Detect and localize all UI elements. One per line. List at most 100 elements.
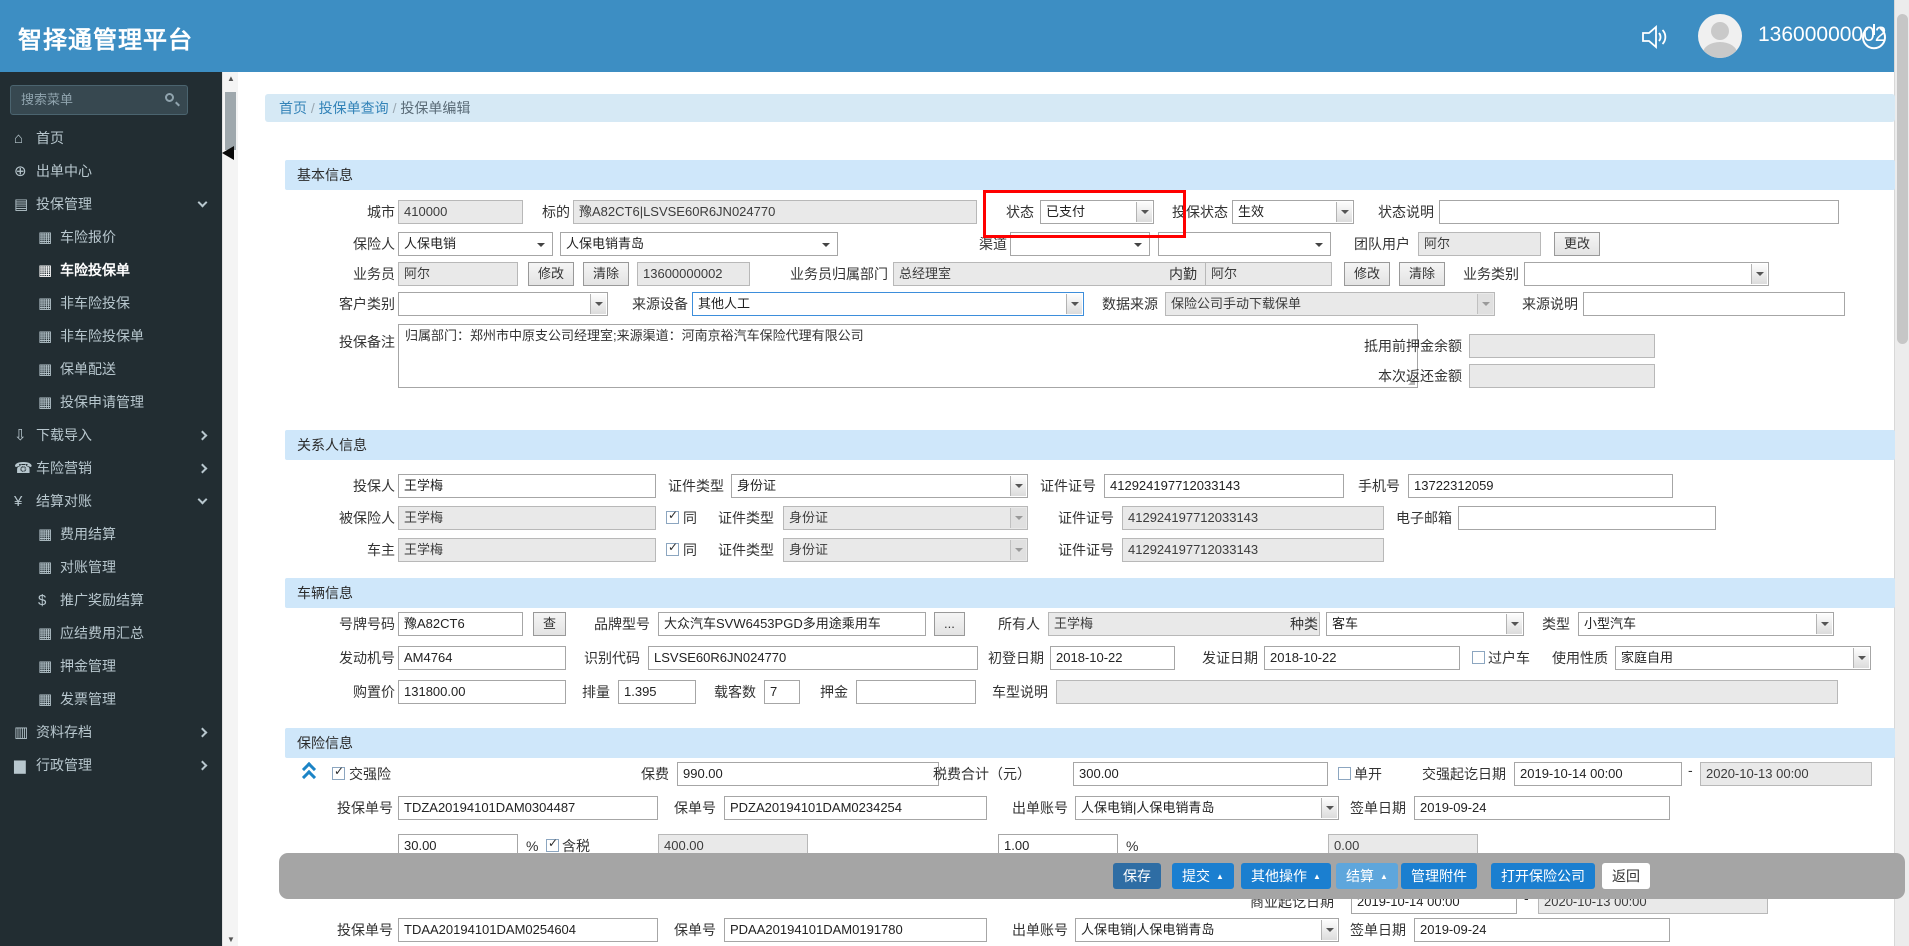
sidebar-item-archive[interactable]: ▥ 资料存档 bbox=[0, 716, 222, 749]
price-field[interactable]: 131800.00 bbox=[398, 680, 566, 704]
tax-field[interactable]: 300.00 bbox=[1073, 762, 1328, 786]
brand-more-button[interactable]: ... bbox=[934, 612, 965, 636]
usage-select[interactable]: 家庭自用 bbox=[1615, 646, 1871, 670]
kind-select[interactable]: 客车 bbox=[1326, 612, 1524, 636]
back-button[interactable]: 返回 bbox=[1602, 863, 1650, 889]
open-insurer-button[interactable]: 打开保险公司 bbox=[1491, 863, 1595, 889]
status-select[interactable]: 已支付 bbox=[1040, 200, 1154, 224]
customer-type-select[interactable] bbox=[398, 292, 608, 316]
salesman-clear-button[interactable]: 清除 bbox=[583, 262, 630, 286]
search-input[interactable]: 搜索菜单 bbox=[10, 85, 188, 115]
sidebar-item-auto-quote[interactable]: ▦ 车险报价 bbox=[0, 221, 222, 254]
sidebar-item-download-import[interactable]: ⇩ 下载导入 bbox=[0, 419, 222, 452]
search-icon[interactable] bbox=[165, 93, 180, 107]
sidebar-item-apply-mgmt[interactable]: ▤ 投保管理 bbox=[0, 188, 222, 221]
comp-start-field[interactable]: 2019-10-14 00:00 bbox=[1514, 762, 1682, 786]
office-modify-button[interactable]: 修改 bbox=[1344, 262, 1391, 286]
vehicle-deposit-field[interactable] bbox=[856, 680, 976, 704]
avatar[interactable] bbox=[1698, 14, 1742, 58]
salesman-modify-button[interactable]: 修改 bbox=[528, 262, 575, 286]
apply-status-select[interactable]: 生效 bbox=[1232, 200, 1354, 224]
page-scrollbar[interactable] bbox=[1894, 0, 1909, 946]
collapse-section-icon[interactable] bbox=[301, 761, 318, 785]
sidebar-item-apply-request[interactable]: ▦ 投保申请管理 bbox=[0, 386, 222, 419]
office-clear-button[interactable]: 清除 bbox=[1399, 262, 1446, 286]
biz-policy-no-field[interactable]: PDAA20194101DAM0191780 bbox=[724, 918, 987, 942]
sidebar-collapse-arrow-icon[interactable] bbox=[222, 146, 234, 160]
first-reg-field[interactable]: 2018-10-22 bbox=[1050, 646, 1175, 670]
sidebar-scrollbar[interactable]: ▲ ▼ bbox=[222, 72, 238, 946]
engine-field[interactable]: AM4764 bbox=[398, 646, 566, 670]
remark-textarea[interactable]: 归属部门：郑州市中原支公司经理室;来源渠道：河南京裕汽车保险代理有限公司 bbox=[398, 324, 1418, 388]
email-field[interactable] bbox=[1458, 506, 1716, 530]
channel-select-2[interactable] bbox=[1158, 232, 1331, 256]
download-icon: ⇩ bbox=[14, 427, 27, 444]
same-as-applicant-checkbox[interactable] bbox=[666, 508, 679, 524]
sidebar-item-promo-reward[interactable]: $ 推广奖励结算 bbox=[0, 584, 222, 617]
account-select[interactable]: 人保电销|人保电销青岛 bbox=[1075, 796, 1339, 820]
breadcrumb-parent[interactable]: 投保单查询 bbox=[318, 100, 389, 116]
power-icon[interactable] bbox=[1860, 22, 1888, 50]
submit-button[interactable]: 提交 bbox=[1172, 863, 1234, 889]
premium-field[interactable]: 990.00 bbox=[677, 762, 939, 786]
transfer-checkbox[interactable] bbox=[1472, 651, 1485, 664]
change-button[interactable]: 更改 bbox=[1554, 232, 1601, 256]
plate-field[interactable]: 豫A82CT6 bbox=[398, 612, 523, 636]
scroll-up-icon[interactable]: ▲ bbox=[227, 74, 235, 83]
displacement-field[interactable]: 1.395 bbox=[618, 680, 696, 704]
issue-date-field[interactable]: 2018-10-22 bbox=[1264, 646, 1460, 670]
comp-policy-no-field[interactable]: PDZA20194101DAM0234254 bbox=[724, 796, 987, 820]
applicant-field[interactable]: 王学梅 bbox=[398, 474, 656, 498]
sidebar-item-invoice-mgmt[interactable]: ▦ 发票管理 bbox=[0, 683, 222, 716]
sidebar-item-auto-apply[interactable]: ▦ 车险投保单 bbox=[0, 254, 222, 287]
mobile-field[interactable]: 13722312059 bbox=[1408, 474, 1673, 498]
status-note-field[interactable] bbox=[1439, 200, 1839, 224]
sidebar-item-fee-settle[interactable]: ▦ 费用结算 bbox=[0, 518, 222, 551]
sidebar-item-issue-center[interactable]: ⊕ 出单中心 bbox=[0, 155, 222, 188]
comp-sign-date-field[interactable]: 2019-09-24 bbox=[1414, 796, 1670, 820]
percent-label: % bbox=[526, 838, 539, 854]
single-issue-checkbox[interactable] bbox=[1338, 767, 1351, 780]
other-operations-button[interactable]: 其他操作 bbox=[1241, 863, 1331, 889]
sidebar-item-nonauto-apply[interactable]: ▦ 非车险投保单 bbox=[0, 320, 222, 353]
insurer-company-select[interactable]: 人保电销 bbox=[398, 232, 553, 256]
sidebar-item-settlement[interactable]: ¥ 结算对账 bbox=[0, 485, 222, 518]
manage-attachments-button[interactable]: 管理附件 bbox=[1401, 863, 1477, 889]
source-device-select[interactable]: 其他人工 bbox=[692, 292, 1084, 316]
sidebar-item-due-fee-summary[interactable]: ▦ 应结费用汇总 bbox=[0, 617, 222, 650]
source-device-label: 来源设备 bbox=[632, 296, 688, 312]
save-button[interactable]: 保存 bbox=[1113, 863, 1161, 889]
biz-sign-date-field[interactable]: 2019-09-24 bbox=[1414, 918, 1670, 942]
vin-field[interactable]: LSVSE60R6JN024770 bbox=[648, 646, 978, 670]
sidebar-item-reconcile[interactable]: ▦ 对账管理 bbox=[0, 551, 222, 584]
plate-query-button[interactable]: 查 bbox=[533, 612, 567, 636]
breadcrumb-home[interactable]: 首页 bbox=[279, 100, 307, 116]
same-as-applicant-checkbox[interactable] bbox=[666, 540, 679, 556]
applicant-id-no-field[interactable]: 412924197712033143 bbox=[1104, 474, 1344, 498]
sidebar-item-nonauto-insure[interactable]: ▦ 非车险投保 bbox=[0, 287, 222, 320]
sidebar-item-admin[interactable]: ▆ 行政管理 bbox=[0, 749, 222, 782]
comp-apply-no-field[interactable]: TDZA20194101DAM0304487 bbox=[398, 796, 658, 820]
scrollbar-thumb[interactable] bbox=[225, 92, 236, 150]
biz-apply-no-field[interactable]: TDAA20194101DAM0254604 bbox=[398, 918, 658, 942]
tax-included-checkbox[interactable] bbox=[546, 836, 559, 852]
insurer-branch-select[interactable]: 人保电销青岛 bbox=[560, 232, 838, 256]
biz-type-select[interactable] bbox=[1524, 262, 1769, 286]
seats-field[interactable]: 7 bbox=[764, 680, 800, 704]
sidebar-item-home[interactable]: ⌂ 首页 bbox=[0, 122, 222, 155]
applicant-id-type-select[interactable]: 身份证 bbox=[731, 474, 1028, 498]
scroll-down-icon[interactable]: ▼ bbox=[227, 935, 235, 944]
user-phone[interactable]: 13600000002 bbox=[1758, 23, 1887, 46]
compulsory-checkbox[interactable] bbox=[332, 764, 345, 780]
sidebar-item-auto-marketing[interactable]: ☎ 车险营销 bbox=[0, 452, 222, 485]
settle-button[interactable]: 结算 bbox=[1336, 863, 1398, 889]
sidebar-item-policy-delivery[interactable]: ▦ 保单配送 bbox=[0, 353, 222, 386]
scrollbar-thumb[interactable] bbox=[1897, 14, 1908, 344]
sidebar-item-deposit-mgmt[interactable]: ▦ 押金管理 bbox=[0, 650, 222, 683]
source-note-field[interactable] bbox=[1583, 292, 1845, 316]
channel-select-1[interactable] bbox=[1010, 232, 1150, 256]
speaker-icon[interactable] bbox=[1640, 24, 1670, 50]
account-select[interactable]: 人保电销|人保电销青岛 bbox=[1075, 918, 1339, 942]
type-select[interactable]: 小型汽车 bbox=[1578, 612, 1834, 636]
brand-field[interactable]: 大众汽车SVW6453PGD多用途乘用车 bbox=[658, 612, 926, 636]
